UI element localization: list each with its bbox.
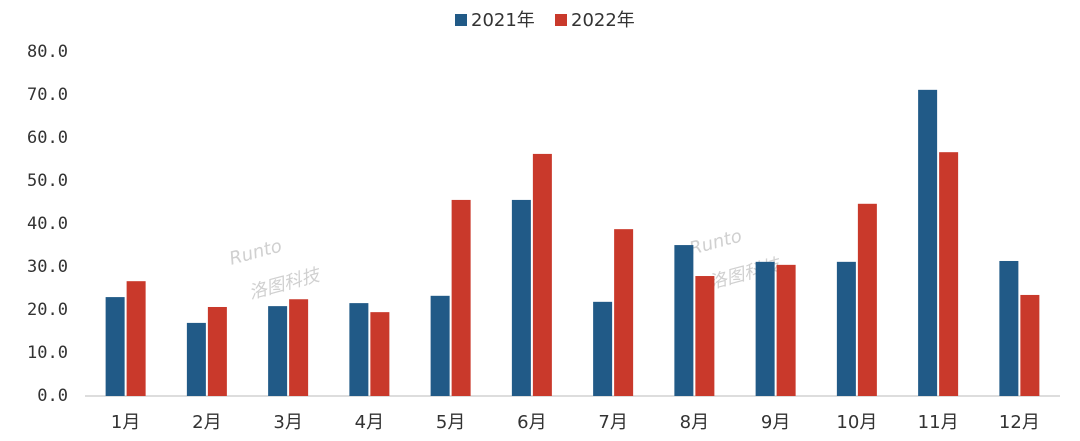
x-tick-label: 12月 xyxy=(999,412,1040,433)
bar xyxy=(857,203,877,396)
legend-swatch xyxy=(455,14,467,26)
y-tick-label: 0.0 xyxy=(37,386,68,406)
bar xyxy=(511,199,531,396)
bar xyxy=(289,299,309,396)
bar xyxy=(126,281,146,396)
x-tick-label: 7月 xyxy=(598,412,627,433)
bar xyxy=(349,303,369,396)
bar xyxy=(674,245,694,396)
watermark: 洛图科技 xyxy=(247,264,324,303)
bar xyxy=(776,264,796,396)
bar xyxy=(105,297,125,396)
x-tick-label: 11月 xyxy=(918,412,959,433)
x-tick-label: 2月 xyxy=(192,412,221,433)
bar xyxy=(268,306,288,396)
x-tick-label: 1月 xyxy=(111,412,140,433)
y-tick-label: 40.0 xyxy=(27,214,68,234)
bar xyxy=(918,89,938,396)
bar xyxy=(836,261,856,396)
x-tick-label: 4月 xyxy=(355,412,384,433)
bar xyxy=(939,152,959,396)
y-tick-label: 10.0 xyxy=(27,343,68,363)
y-tick-label: 20.0 xyxy=(27,300,68,320)
bar xyxy=(186,322,206,396)
x-tick-label: 3月 xyxy=(273,412,302,433)
bar xyxy=(695,276,715,396)
y-tick-label: 70.0 xyxy=(27,85,68,105)
bar xyxy=(755,261,775,396)
bar xyxy=(614,229,634,396)
watermark: Runto xyxy=(687,226,744,260)
bar xyxy=(532,153,552,396)
x-tick-label: 10月 xyxy=(836,412,877,433)
legend-swatch xyxy=(555,14,567,26)
bar xyxy=(430,295,450,396)
x-tick-label: 5月 xyxy=(436,412,465,433)
y-tick-label: 50.0 xyxy=(27,171,68,191)
legend-label: 2021年 xyxy=(471,10,535,31)
legend-label: 2022年 xyxy=(571,10,635,31)
bar xyxy=(207,306,227,396)
bar xyxy=(1020,294,1040,396)
x-tick-label: 9月 xyxy=(761,412,790,433)
bar xyxy=(451,199,471,396)
bar xyxy=(370,312,390,396)
y-tick-label: 80.0 xyxy=(27,42,68,62)
x-tick-label: 6月 xyxy=(517,412,546,433)
bar xyxy=(999,260,1019,396)
x-tick-label: 8月 xyxy=(680,412,709,433)
watermark: Runto xyxy=(227,236,284,270)
bar xyxy=(593,301,613,396)
y-tick-label: 60.0 xyxy=(27,128,68,148)
y-tick-label: 30.0 xyxy=(27,257,68,277)
